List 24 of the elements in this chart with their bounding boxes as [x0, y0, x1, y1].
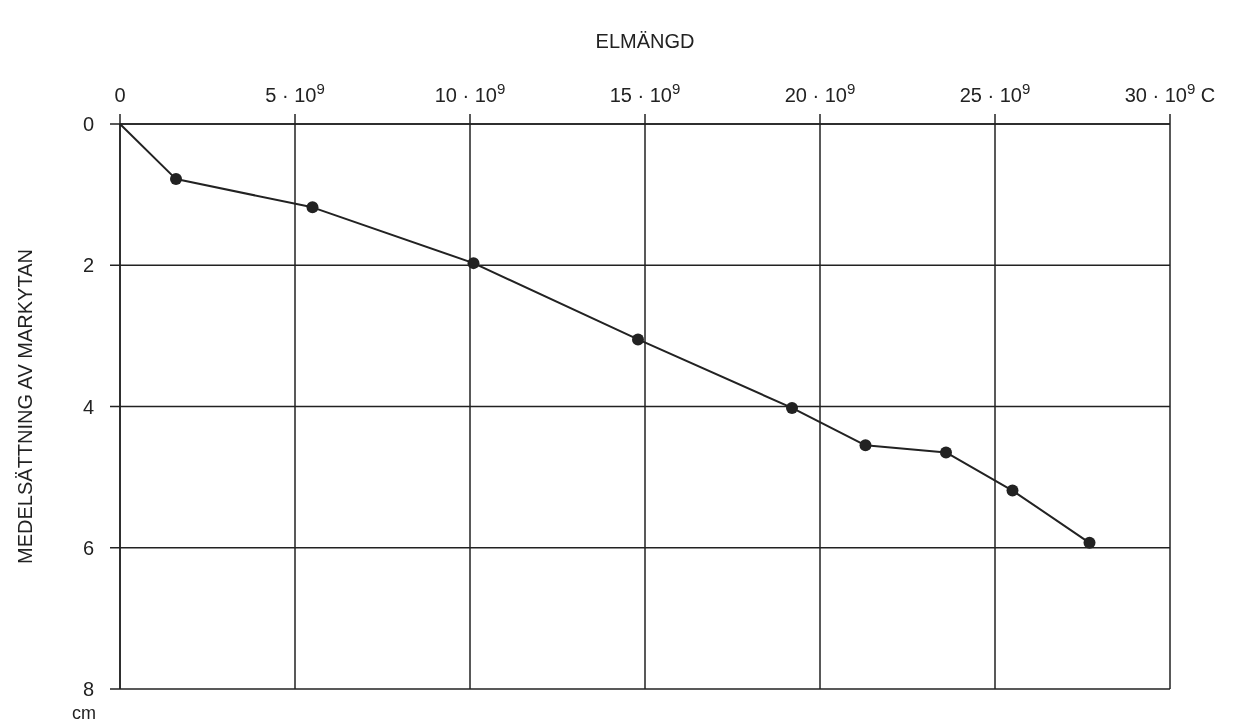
x-tick-label: 0: [114, 84, 126, 106]
point: [940, 446, 952, 459]
point: [632, 333, 644, 346]
point: [467, 257, 480, 270]
x-tick-label: 15 · 10$^{9}$: [609, 79, 681, 106]
y-axis-title: MEDELSÄTTNING AV MARKYTAN: [14, 249, 36, 564]
x-tick-label: 5 · 10$^{9}$: [265, 79, 325, 106]
x-tick-label: 20 · 10$^{9}$: [784, 79, 856, 106]
y-tick-label: 6: [82, 536, 94, 559]
x-axis-title: ELMÄNGD: [595, 30, 695, 52]
x-tick-label: 30 · 10$^{9}$ C: [1124, 79, 1216, 106]
point: [1083, 536, 1096, 549]
point: [859, 439, 872, 452]
point: [786, 401, 798, 414]
point: [306, 201, 319, 214]
x-tick-label: 25 · 10$^{9}$: [959, 79, 1031, 106]
point: [170, 173, 182, 186]
y-tick-label: 4: [82, 395, 94, 418]
text: cm: [72, 703, 96, 723]
y-tick-label: 0: [82, 113, 94, 135]
x-tick-label: 10 · 10$^{9}$: [434, 79, 506, 106]
point: [1006, 484, 1019, 497]
y-tick-label: 8: [82, 678, 94, 700]
y-tick-label: 2: [82, 254, 94, 277]
